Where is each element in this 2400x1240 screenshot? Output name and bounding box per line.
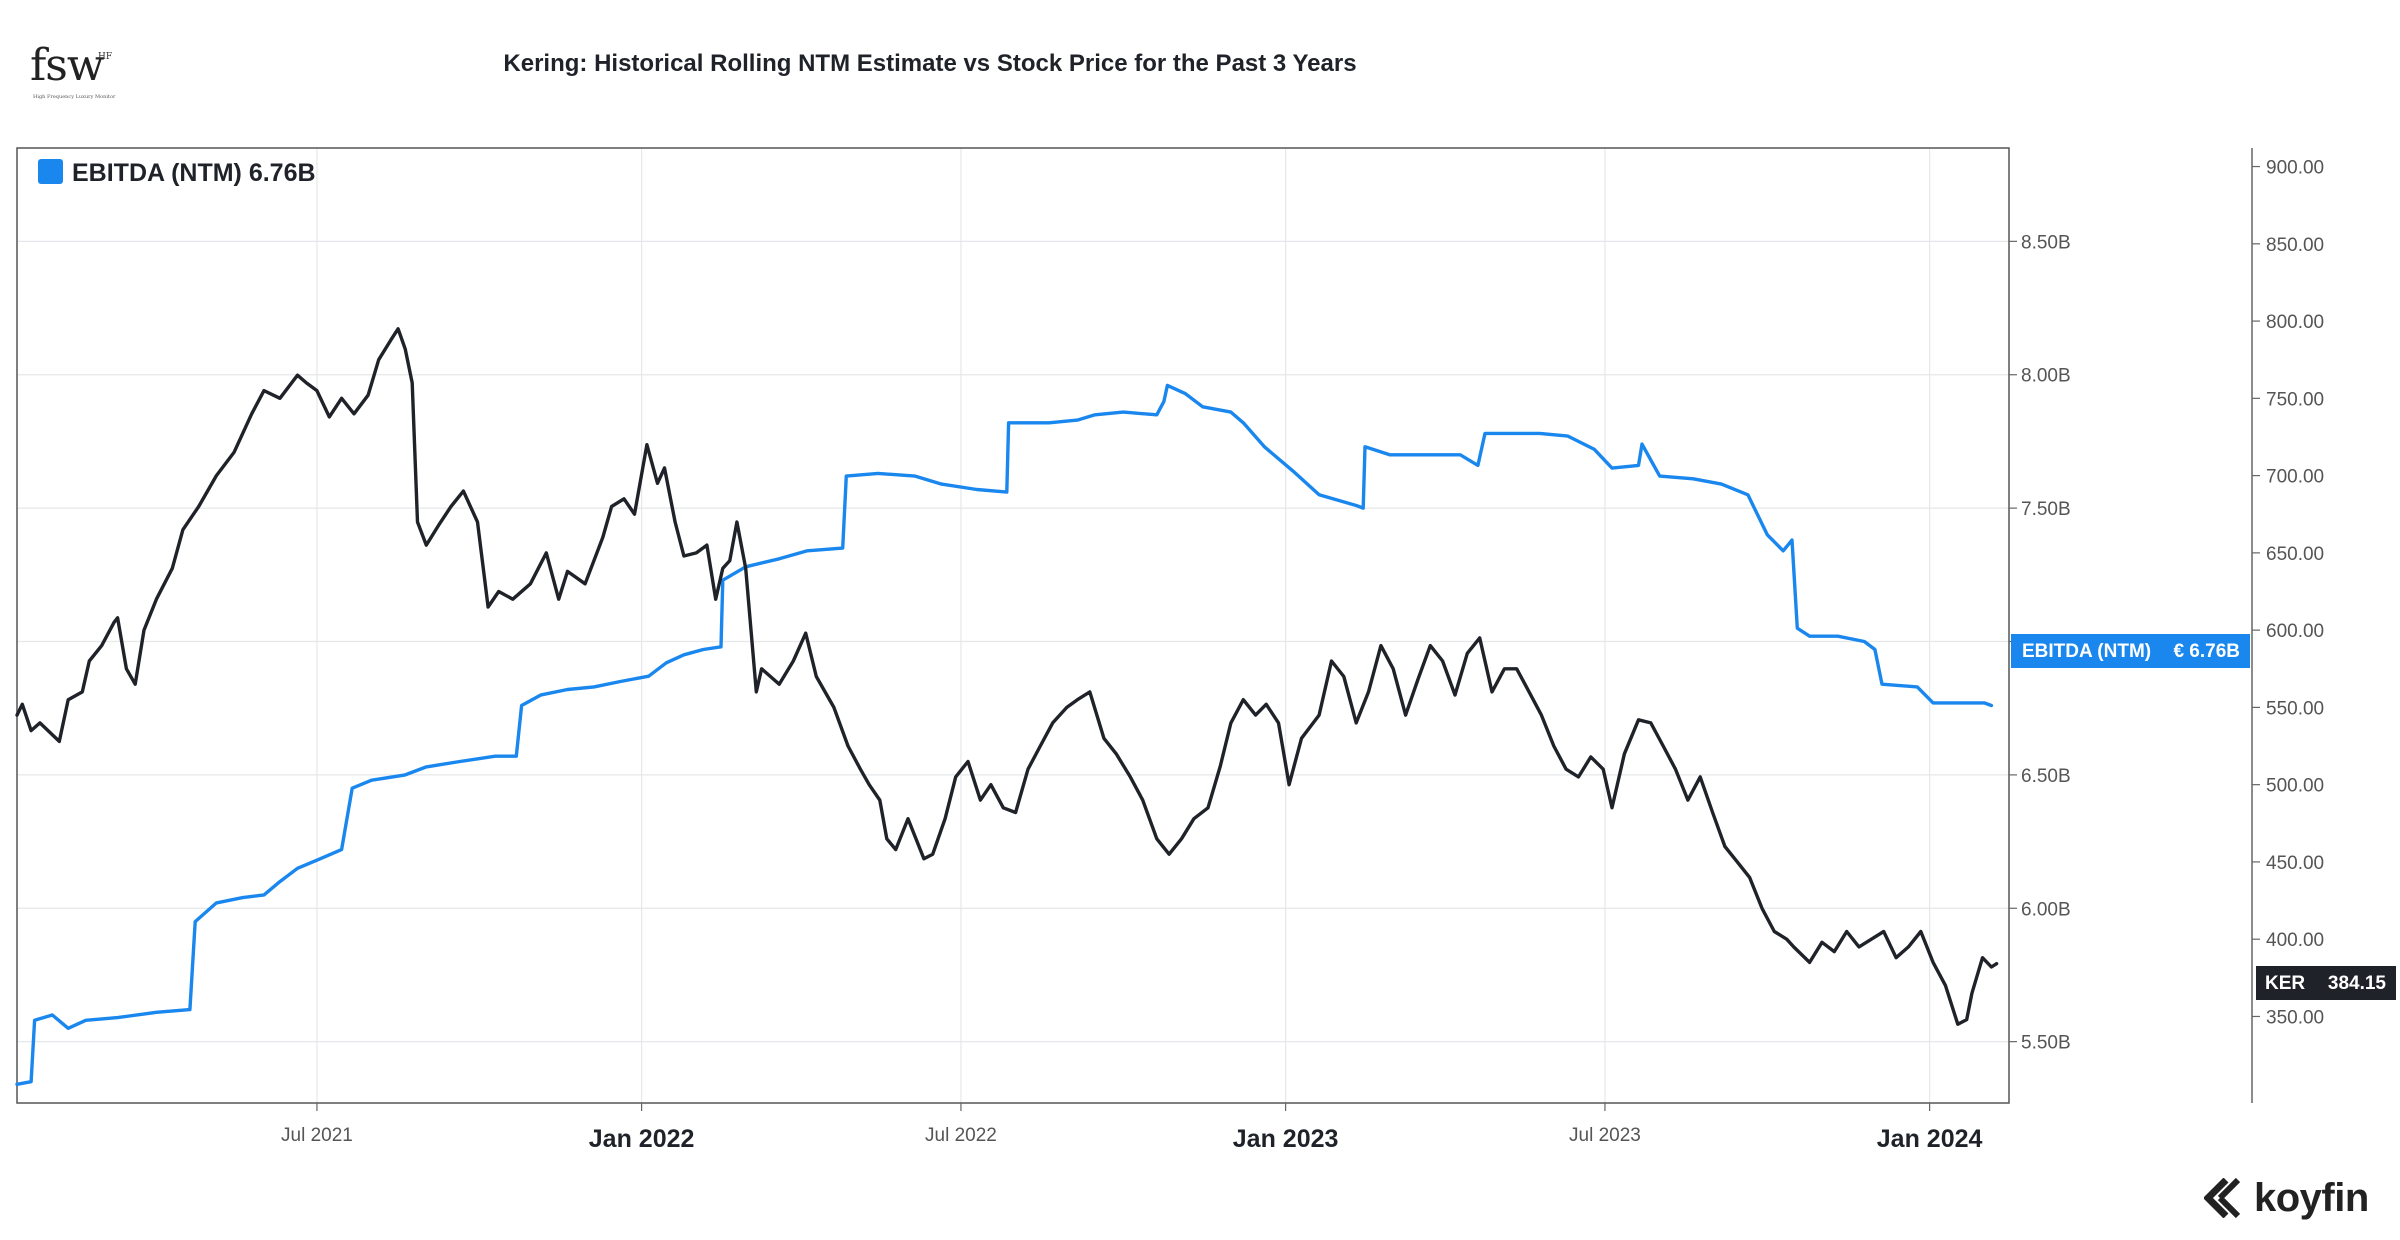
price-axis-tick-label: 800.00	[2266, 312, 2324, 333]
ker-value-tag: KER 384.15	[2256, 966, 2396, 1000]
price-axis-tick-label: 350.00	[2266, 1007, 2324, 1028]
price-axis-tick-label: 600.00	[2266, 621, 2324, 642]
gridlines	[17, 148, 2009, 1103]
price-axis-tick-label: 550.00	[2266, 698, 2324, 719]
plot-frame	[16, 147, 2010, 1104]
legend[interactable]: EBITDA (NTM) 6.76B	[38, 159, 316, 187]
x-tick-label: Jul 2023	[1569, 1125, 1641, 1146]
legend-label: EBITDA (NTM) 6.76B	[72, 159, 316, 187]
ker-tag-bg	[2256, 966, 2396, 1000]
ebitda-axis-tick-label: 5.50B	[2021, 1033, 2071, 1054]
koyfin-logo: koyfin	[2204, 1172, 2390, 1222]
axes: Jul 2021 Jan 2022 Jul 2022 Jan 2023 Jul 2023…	[281, 158, 2324, 1153]
ebitda-axis-tick-label: 7.50B	[2021, 499, 2071, 520]
fsw-logo-mark: fsw	[30, 40, 105, 91]
series-lines	[15, 327, 1999, 1086]
chart-title: Kering: Historical Rolling NTM Estimate …	[503, 50, 1357, 77]
ebitda-axis-tick-label: 8.00B	[2021, 366, 2071, 387]
ebitda-series-line	[15, 383, 1994, 1086]
ebitda-axis-tick-label: 8.50B	[2021, 232, 2071, 253]
ebitda-tag-label: EBITDA (NTM)	[2022, 641, 2151, 662]
ebitda-axis-tick-label: 6.50B	[2021, 766, 2071, 787]
price-axis-tick-label: 700.00	[2266, 467, 2324, 488]
legend-swatch	[38, 159, 63, 184]
ker-tag-value: 384.15	[2328, 973, 2387, 994]
koyfin-mark-icon	[2204, 1178, 2241, 1218]
koyfin-wordmark: koyfin	[2254, 1176, 2369, 1220]
x-tick-label: Jul 2022	[925, 1125, 997, 1146]
x-tick-label: Jan 2024	[1877, 1125, 1983, 1153]
x-tick-label: Jul 2021	[281, 1125, 353, 1146]
ebitda-value-tag: EBITDA (NTM) € 6.76B	[2011, 634, 2250, 668]
ebitda-axis-tick-label: 6.00B	[2021, 899, 2071, 920]
price-axis-tick-label: 400.00	[2266, 930, 2324, 951]
ebitda-tag-bg	[2011, 634, 2250, 668]
ker-tag-label: KER	[2265, 973, 2305, 994]
ebitda-tag-value: € 6.76B	[2173, 641, 2240, 662]
fsw-logo: fsw HF High Frequency Luxury Monitor	[30, 44, 130, 108]
x-tick-label: Jan 2022	[589, 1125, 695, 1153]
price-axis-tick-label: 450.00	[2266, 853, 2324, 874]
price-axis-tick-label: 650.00	[2266, 544, 2324, 565]
fsw-logo-subtitle: High Frequency Luxury Monitor	[33, 94, 116, 100]
price-axis-tick-label: 900.00	[2266, 158, 2324, 179]
price-axis-tick-label: 850.00	[2266, 235, 2324, 256]
price-axis-tick-label: 750.00	[2266, 389, 2324, 410]
price-axis-tick-label: 500.00	[2266, 776, 2324, 797]
x-tick-label: Jan 2023	[1233, 1125, 1339, 1153]
fsw-logo-superscript: HF	[98, 52, 113, 62]
ker-price-series-line	[15, 327, 1999, 1026]
